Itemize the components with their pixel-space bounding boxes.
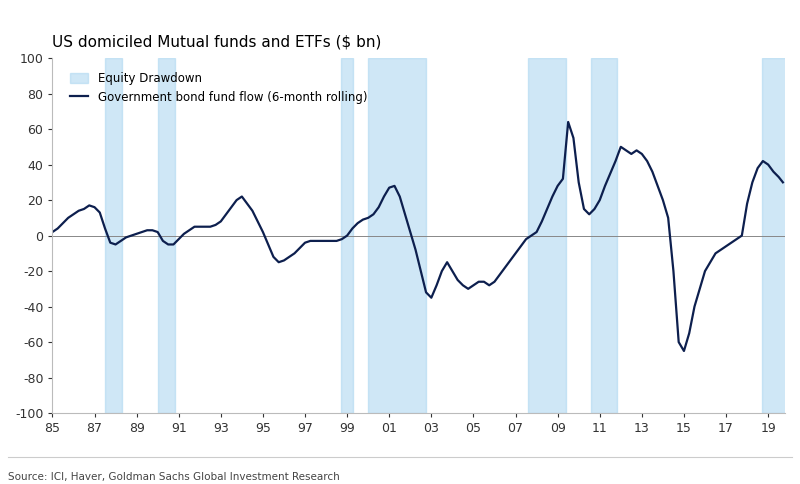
Text: Source: ICI, Haver, Goldman Sachs Global Investment Research: Source: ICI, Haver, Goldman Sachs Global… — [8, 471, 340, 482]
Bar — [341, 58, 354, 413]
Bar — [105, 58, 122, 413]
Bar — [528, 58, 566, 413]
Text: US domiciled Mutual funds and ETFs ($ bn): US domiciled Mutual funds and ETFs ($ bn… — [53, 35, 382, 50]
Bar — [158, 58, 174, 413]
Bar — [368, 58, 426, 413]
Legend: Equity Drawdown, Government bond fund flow (6-month rolling): Equity Drawdown, Government bond fund fl… — [66, 68, 372, 109]
Bar — [762, 58, 786, 413]
Bar — [591, 58, 617, 413]
